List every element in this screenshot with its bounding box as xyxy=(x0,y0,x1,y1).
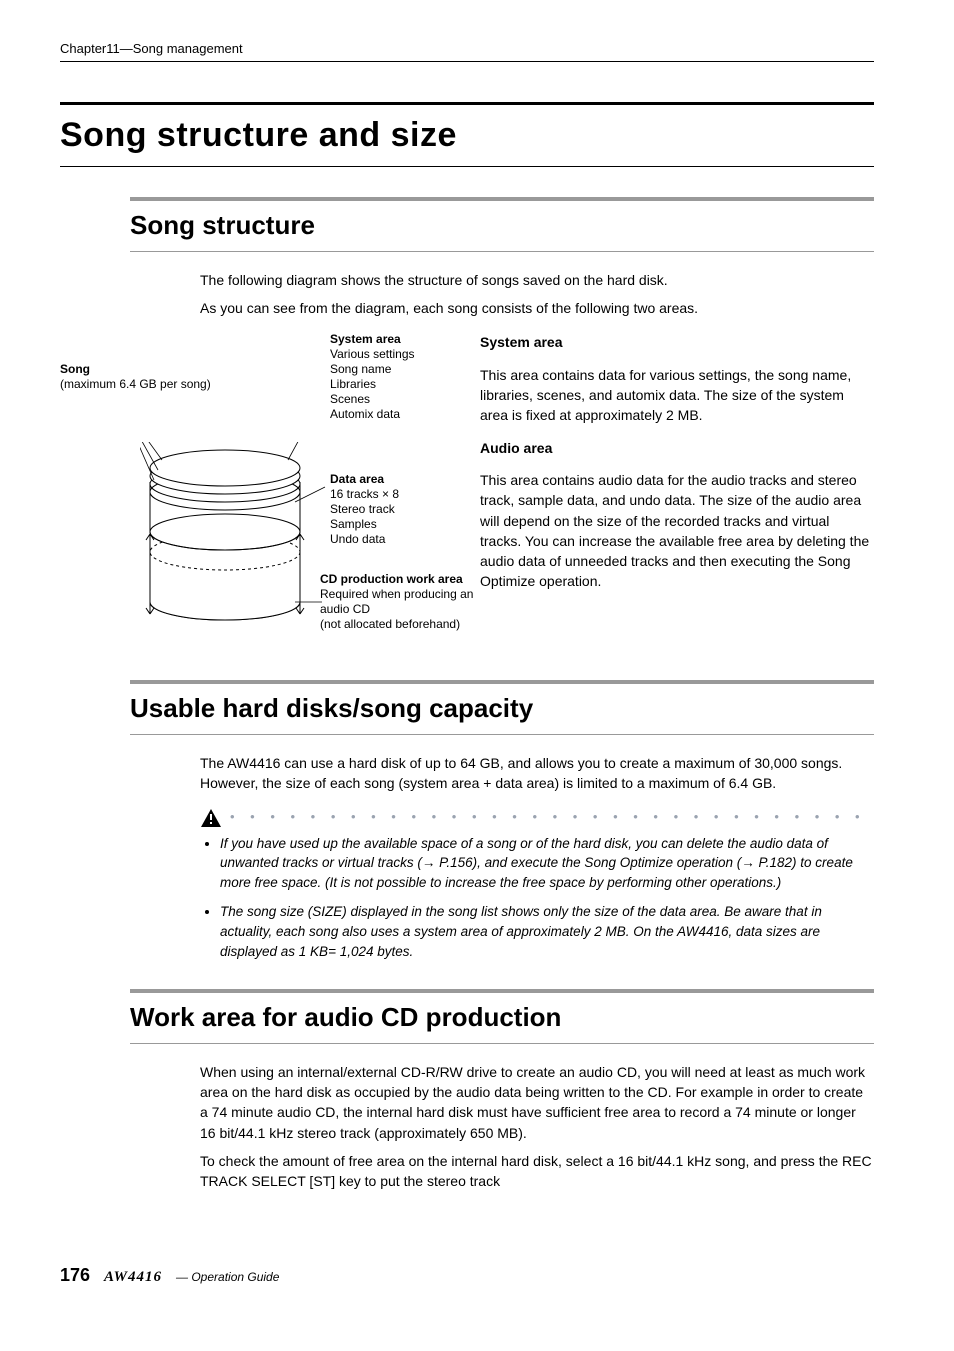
page-footer: 176 AW4416 — Operation Guide xyxy=(60,1262,874,1289)
audio-area-text: This area contains audio data for the au… xyxy=(480,470,874,592)
disk-stack-icon xyxy=(140,442,340,632)
diagram-cd-lines: Required when producing an audio CD (not… xyxy=(320,587,473,631)
warning-icon xyxy=(200,808,222,828)
section1-intro-p2: As you can see from the diagram, each so… xyxy=(200,298,874,318)
h2-usable-hdd: Usable hard disks/song capacity xyxy=(130,690,874,728)
h2-cd-workarea: Work area for audio CD production xyxy=(130,999,874,1037)
warning-item-2: The song size (SIZE) displayed in the so… xyxy=(220,902,874,961)
diagram-row: Song (maximum 6.4 GB per song) System ar… xyxy=(60,332,874,652)
section3-body: When using an internal/external CD-R/RW … xyxy=(200,1062,874,1192)
audio-area-heading: Audio area xyxy=(480,438,874,458)
warning-list: If you have used up the available space … xyxy=(200,834,874,961)
section2-body: The AW4416 can use a hard disk of up to … xyxy=(200,753,874,794)
diagram-sys-lines: Various settings Song name Libraries Sce… xyxy=(330,347,415,421)
section1-right-column: System area This area contains data for … xyxy=(480,332,874,652)
warning-header-row: • • • • • • • • • • • • • • • • • • • • … xyxy=(200,808,874,828)
h1-rule-block: Song structure and size xyxy=(60,102,874,167)
warning-item-1: If you have used up the available space … xyxy=(220,834,874,893)
page-h1: Song structure and size xyxy=(60,111,874,160)
section3-p1: When using an internal/external CD-R/RW … xyxy=(200,1062,874,1143)
manual-logo: AW4416 xyxy=(104,1267,162,1289)
system-area-text: This area contains data for various sett… xyxy=(480,365,874,426)
diagram-label-data-area: Data area 16 tracks × 8 Stereo track Sam… xyxy=(330,472,460,547)
h2-block-usable-hdd: Usable hard disks/song capacity xyxy=(130,680,874,735)
chapter-header: Chapter11—Song management xyxy=(60,40,874,62)
h2-block-cd-workarea: Work area for audio CD production xyxy=(130,989,874,1044)
diagram-label-system-area: System area Various settings Song name L… xyxy=(330,332,460,422)
diagram-sys-bold: System area xyxy=(330,332,401,346)
page-number: 176 xyxy=(60,1262,90,1288)
section3-p2: To check the amount of free area on the … xyxy=(200,1151,874,1192)
diagram-label-cd-area: CD production work area Required when pr… xyxy=(320,572,490,632)
diagram-cd-bold: CD production work area xyxy=(320,572,463,586)
system-area-heading: System area xyxy=(480,332,874,352)
dot-leader: • • • • • • • • • • • • • • • • • • • • … xyxy=(230,808,874,827)
diagram-data-lines: 16 tracks × 8 Stereo track Samples Undo … xyxy=(330,487,399,546)
section1-intro: The following diagram shows the structur… xyxy=(200,270,874,319)
diagram-song-sub: (maximum 6.4 GB per song) xyxy=(60,377,211,391)
h2-song-structure: Song structure xyxy=(130,207,874,245)
diagram-label-song: Song (maximum 6.4 GB per song) xyxy=(60,362,260,392)
song-structure-diagram: Song (maximum 6.4 GB per song) System ar… xyxy=(60,332,460,652)
warning-block: • • • • • • • • • • • • • • • • • • • • … xyxy=(200,808,874,961)
diagram-song-bold: Song xyxy=(60,362,90,376)
section2-p1: The AW4416 can use a hard disk of up to … xyxy=(200,753,874,794)
section1-intro-p1: The following diagram shows the structur… xyxy=(200,270,874,290)
h2-block-song-structure: Song structure xyxy=(130,197,874,252)
footer-guide-label: — Operation Guide xyxy=(176,1269,279,1286)
